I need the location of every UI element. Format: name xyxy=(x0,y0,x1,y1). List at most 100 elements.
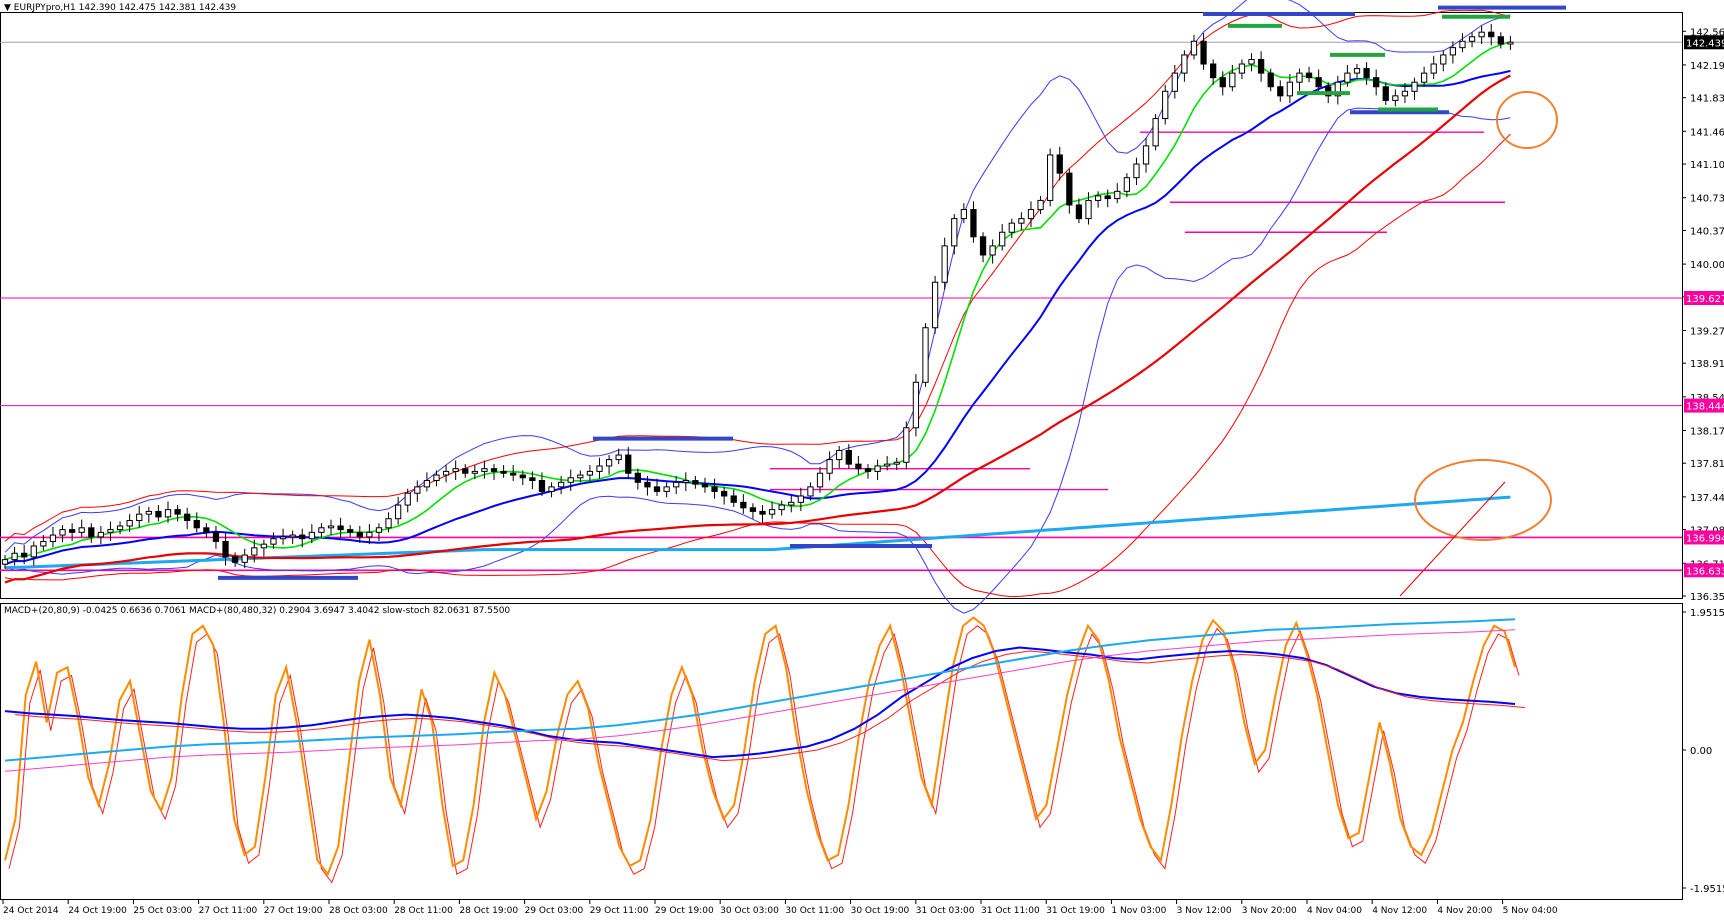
bull-candle xyxy=(308,531,315,540)
bull-candle xyxy=(1152,118,1159,147)
indicator-y-tick-label: 1.9515 xyxy=(1690,608,1724,619)
fast-ma-green xyxy=(4,41,1511,561)
bear-candle xyxy=(337,525,344,531)
bear-candle xyxy=(845,450,852,465)
macd-slow-signal xyxy=(4,629,1516,772)
stoch-main-line xyxy=(4,616,1516,877)
bull-candle xyxy=(596,465,603,472)
bull-candle xyxy=(884,463,891,467)
current-price-label: 142.439 xyxy=(1686,38,1724,49)
bear-candle xyxy=(1066,172,1073,206)
bull-candle xyxy=(1037,199,1044,211)
bull-candle xyxy=(1018,218,1025,224)
bull-candle xyxy=(49,534,57,542)
bull-candle xyxy=(931,281,939,329)
bull-candle xyxy=(1440,54,1447,65)
macd-fast-signal xyxy=(14,650,1526,762)
x-tick-label: 31 Oct 11:00 xyxy=(981,906,1040,916)
red-envelope-lower xyxy=(4,133,1511,598)
bear-candle xyxy=(1075,204,1083,220)
level-price-badge xyxy=(1684,563,1724,578)
bull-candle xyxy=(1478,31,1485,38)
bear-candle xyxy=(1373,77,1380,88)
x-tick-label: 25 Oct 03:00 xyxy=(133,906,192,916)
bear-candle xyxy=(749,507,757,512)
bull-candle xyxy=(1190,40,1198,56)
red-trend-line xyxy=(1399,481,1506,597)
y-tick-label: 137.810 xyxy=(1690,459,1724,470)
ohlc-values: 142.390 142.475 142.381 142.439 xyxy=(78,3,237,13)
bear-candle xyxy=(730,495,737,503)
bull-candle xyxy=(126,520,133,527)
bollinger-upper-band xyxy=(4,0,1511,553)
x-tick-label: 28 Oct 19:00 xyxy=(459,906,518,916)
bull-candle xyxy=(615,454,622,461)
bull-candle xyxy=(414,486,421,494)
bull-candle xyxy=(1133,163,1140,179)
orange-circle-marker xyxy=(1496,91,1558,149)
y-tick-label: 139.270 xyxy=(1690,326,1724,337)
macd-fast-line xyxy=(4,646,1516,759)
bull-candle xyxy=(1401,90,1409,97)
bull-candle xyxy=(989,245,996,256)
bull-candle xyxy=(442,470,450,476)
x-tick-label: 4 Nov 04:00 xyxy=(1307,906,1362,916)
bear-candle xyxy=(231,556,239,563)
bull-candle xyxy=(816,472,824,488)
bull-candle xyxy=(663,486,670,492)
x-tick-label: 30 Oct 11:00 xyxy=(785,906,844,916)
bull-candle xyxy=(788,501,795,506)
bear-candle xyxy=(538,480,546,492)
bear-candle xyxy=(222,540,229,558)
bear-candle xyxy=(653,486,661,492)
x-tick-label: 31 Oct 03:00 xyxy=(916,906,975,916)
bull-candle xyxy=(941,245,948,283)
bear-candle xyxy=(1267,72,1274,88)
bear-candle xyxy=(356,531,363,538)
bull-candle xyxy=(673,481,680,488)
bear-candle xyxy=(193,520,200,529)
bear-candle xyxy=(711,486,718,492)
bull-candle xyxy=(1,559,9,565)
bull-candle xyxy=(375,527,383,533)
bull-candle xyxy=(893,461,900,465)
x-tick-label: 28 Oct 03:00 xyxy=(329,906,388,916)
bull-candle xyxy=(1392,95,1399,101)
bear-candle xyxy=(1104,195,1111,200)
bull-candle xyxy=(797,495,804,503)
symbol-title: EURJPYpro,H1 xyxy=(13,3,76,13)
bear-candle xyxy=(155,510,162,518)
bull-candle xyxy=(1296,72,1303,83)
main-panel-frame xyxy=(0,12,1683,599)
bull-candle xyxy=(1468,36,1476,42)
bull-candle xyxy=(1114,190,1121,200)
bear-candle xyxy=(1305,72,1313,79)
bull-candle xyxy=(567,477,574,483)
bull-candle xyxy=(1142,145,1150,165)
bull-candle xyxy=(1248,58,1255,65)
x-tick-label: 4 Nov 12:00 xyxy=(1372,906,1427,916)
level-price-badge xyxy=(1684,398,1724,413)
bull-candle xyxy=(1430,63,1437,74)
bear-candle xyxy=(490,468,498,472)
indicator-header: MACD+(20,80,9) -0.0425 0.6636 0.7061 MAC… xyxy=(4,606,511,616)
level-price-badge xyxy=(1684,290,1724,305)
bull-candle xyxy=(1238,63,1246,74)
y-tick-label: 137.440 xyxy=(1690,493,1724,504)
bear-candle xyxy=(1382,86,1389,101)
bull-candle xyxy=(289,534,296,538)
bull-candle xyxy=(912,381,920,429)
stoch-signal-line xyxy=(8,625,1520,884)
bull-candle xyxy=(960,209,967,220)
bull-candle xyxy=(605,459,613,467)
bull-candle xyxy=(1008,222,1015,233)
bull-candle xyxy=(452,468,459,472)
x-tick-label: 1 Nov 03:00 xyxy=(1111,906,1166,916)
bull-candle xyxy=(59,529,66,536)
indicator-panel-frame xyxy=(0,603,1683,900)
bear-candle xyxy=(692,480,699,485)
x-tick-label: 31 Oct 19:00 xyxy=(1046,906,1105,916)
bull-candle xyxy=(1507,41,1514,45)
